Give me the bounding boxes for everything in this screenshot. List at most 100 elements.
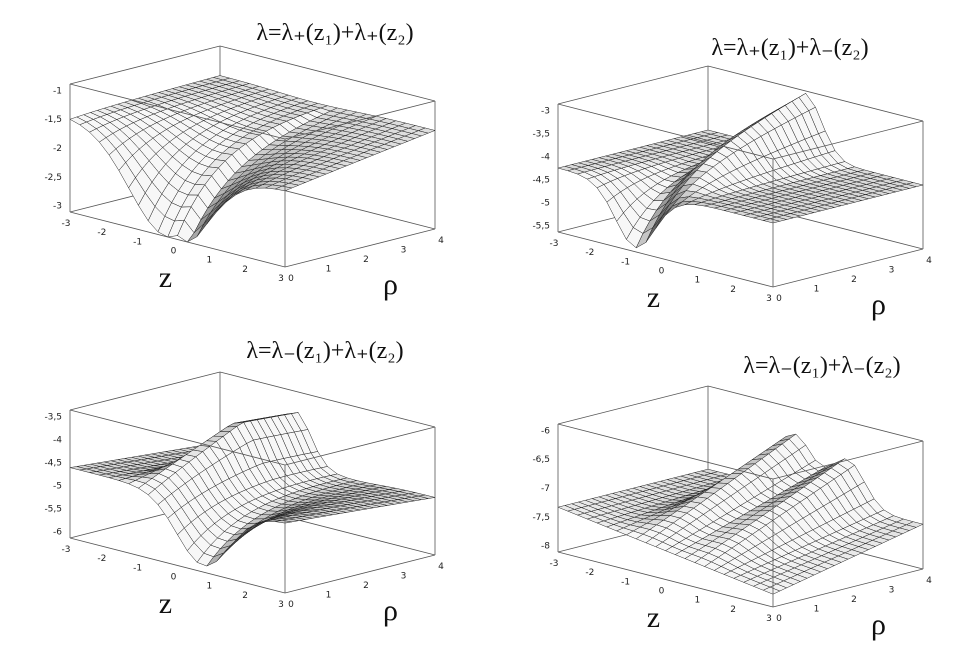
z-tick-label: 1	[694, 276, 700, 286]
z-tick-label: 1	[694, 596, 700, 606]
axis-line	[772, 248, 924, 288]
z-tick-label: 3	[278, 600, 284, 610]
surface-cell	[274, 185, 293, 192]
box-edge	[772, 120, 924, 160]
surface-cell	[763, 218, 780, 224]
box-edge	[772, 440, 924, 480]
vertical-tick-label: -5	[541, 199, 550, 209]
z-tick-label: 3	[766, 614, 772, 624]
surface-cell	[762, 586, 781, 595]
vertical-tick-label: -2,5	[44, 173, 62, 183]
vertical-tick-label: -7,5	[532, 513, 550, 523]
rho-tick-label: 3	[889, 586, 895, 596]
box-edge	[557, 385, 709, 425]
rho-tick-label: 2	[363, 581, 369, 591]
vertical-tick-label: -4,5	[532, 176, 550, 186]
rho-tick-label: 1	[326, 591, 332, 601]
box-edge	[69, 45, 221, 85]
rho-tick-label: 2	[363, 255, 369, 265]
rho-axis-label: ρ	[871, 608, 886, 641]
z-tick-label: -1	[621, 257, 630, 267]
vertical-tick-label: -7	[541, 484, 550, 494]
z-tick-label: 0	[171, 573, 177, 583]
vertical-tick-label: -4	[53, 435, 62, 445]
vertical-tick-label: -1,5	[44, 115, 62, 125]
z-axis-label: z	[647, 281, 660, 314]
z-tick-label: 2	[242, 265, 248, 275]
axis-line	[557, 231, 774, 288]
axis-line	[557, 551, 774, 608]
axis-line	[772, 568, 924, 608]
z-tick-label: -1	[621, 577, 630, 587]
rho-tick-label: 4	[438, 562, 444, 572]
rho-tick-label: 1	[814, 605, 820, 615]
rho-tick-label: 0	[776, 294, 782, 304]
z-tick-label: 2	[730, 605, 736, 615]
z-axis-label: z	[647, 601, 660, 634]
rho-tick-label: 3	[889, 266, 895, 276]
z-tick-label: -2	[585, 568, 594, 578]
box-edge	[707, 385, 924, 442]
vertical-tick-label: -6	[53, 528, 62, 538]
rho-axis-label: ρ	[383, 594, 398, 627]
rho-tick-label: 4	[926, 256, 932, 266]
vertical-tick-label: -4,5	[44, 458, 62, 468]
axis-line	[69, 211, 286, 268]
vertical-tick-label: -5	[53, 482, 62, 492]
vertical-tick-label: -1	[53, 86, 62, 96]
z-tick-label: 0	[659, 587, 665, 597]
rho-tick-label: 3	[401, 572, 407, 582]
rho-tick-label: 0	[288, 274, 294, 284]
rho-tick-label: 1	[814, 285, 820, 295]
z-tick-label: -3	[550, 559, 559, 569]
axis-line	[284, 228, 436, 268]
vertical-tick-label: -5,5	[532, 222, 550, 232]
box-edge	[557, 103, 774, 160]
rho-tick-label: 0	[288, 600, 294, 610]
z-tick-label: -1	[133, 237, 142, 247]
z-tick-label: 2	[242, 591, 248, 601]
z-tick-label: -1	[133, 563, 142, 573]
axis-line	[284, 554, 436, 594]
z-tick-label: -3	[550, 239, 559, 249]
box-edge	[69, 371, 221, 411]
box-edge	[707, 65, 924, 122]
z-tick-label: 3	[278, 274, 284, 284]
box-edge	[219, 45, 436, 102]
z-tick-label: 1	[206, 256, 212, 266]
z-tick-label: -2	[97, 228, 106, 238]
vertical-tick-label: -3	[541, 106, 550, 116]
z-tick-label: 0	[659, 267, 665, 277]
rho-tick-label: 2	[851, 275, 857, 285]
vertical-tick-label: -2	[53, 144, 62, 154]
z-tick-label: -2	[97, 554, 106, 564]
vertical-tick-label: -6	[541, 426, 550, 436]
z-tick-label: 2	[730, 285, 736, 295]
surface-cell	[275, 520, 292, 524]
rho-tick-label: 4	[438, 236, 444, 246]
z-tick-label: 0	[171, 247, 177, 257]
panel-title: λ=λ₊(z₁)+λ₋(z₂)	[711, 35, 868, 61]
z-tick-label: -2	[585, 248, 594, 258]
vertical-tick-label: -5,5	[44, 505, 62, 515]
z-axis-label: z	[159, 261, 172, 294]
box-edge	[284, 426, 436, 466]
z-tick-label: -3	[62, 545, 71, 555]
vertical-tick-label: -4	[541, 152, 550, 162]
rho-tick-label: 2	[851, 595, 857, 605]
box-edge	[557, 423, 774, 480]
vertical-tick-label: -3	[53, 202, 62, 212]
rho-axis-label: ρ	[871, 288, 886, 321]
rho-tick-label: 4	[926, 576, 932, 586]
rho-tick-label: 1	[326, 265, 332, 275]
z-tick-label: 3	[766, 294, 772, 304]
vertical-tick-label: -3,5	[532, 129, 550, 139]
z-tick-label: -3	[62, 219, 71, 229]
box-edge	[557, 65, 709, 105]
z-axis-label: z	[159, 587, 172, 620]
vertical-tick-label: -8	[541, 542, 550, 552]
